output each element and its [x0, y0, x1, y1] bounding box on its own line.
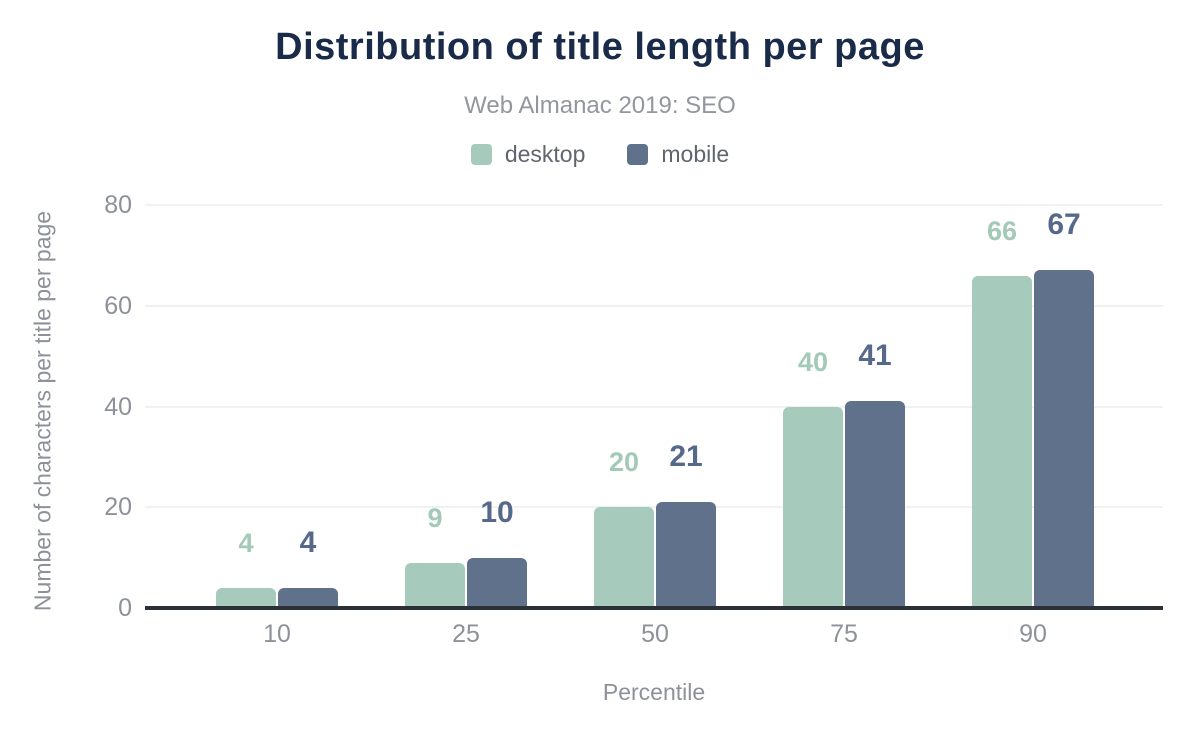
bar-mobile-p75	[845, 401, 905, 608]
y-tick-label: 80	[104, 191, 132, 219]
bar-value-mobile-p90: 67	[1047, 208, 1081, 242]
chart-title: Distribution of title length per page	[275, 26, 925, 68]
bar-value-desktop-p75: 40	[797, 346, 829, 377]
bar-value-mobile-p75: 41	[858, 339, 892, 373]
bar-mobile-p25	[467, 557, 527, 608]
bar-value-desktop-p50: 20	[608, 447, 640, 478]
gridline-y80	[145, 204, 1163, 206]
x-tick-label: 50	[641, 620, 669, 648]
bar-desktop-p25	[405, 562, 465, 608]
legend: desktop mobile	[0, 141, 1200, 168]
bar-value-desktop-p10: 4	[238, 527, 254, 558]
x-axis-title: Percentile	[602, 679, 706, 705]
y-tick-label: 20	[104, 493, 132, 522]
legend-label-mobile: mobile	[661, 141, 730, 167]
bar-desktop-p50	[594, 507, 654, 608]
y-tick-label: 40	[104, 392, 132, 421]
bar-mobile-p10	[278, 587, 338, 608]
bar-value-mobile-p50: 21	[669, 440, 703, 474]
bar-mobile-p90	[1034, 270, 1094, 608]
legend-item-mobile: mobile	[627, 141, 729, 168]
gridline-y20	[145, 506, 1163, 509]
gridline-y60	[145, 304, 1163, 307]
legend-label-desktop: desktop	[504, 141, 586, 167]
bar-mobile-p50	[656, 502, 716, 608]
bar-value-mobile-p10: 4	[299, 525, 317, 559]
legend-item-desktop: desktop	[470, 141, 586, 168]
legend-swatch-desktop	[470, 144, 492, 165]
bar-value-mobile-p25: 10	[480, 495, 514, 529]
bar-value-desktop-p90: 66	[986, 215, 1018, 246]
x-axis-line	[145, 606, 1163, 610]
chart-subtitle: Web Almanac 2019: SEO	[464, 92, 736, 119]
gridline-y40	[145, 405, 1163, 408]
bar-value-desktop-p25: 9	[427, 502, 443, 533]
x-tick-label: 90	[1019, 620, 1047, 648]
x-tick-label: 75	[830, 620, 858, 648]
legend-swatch-mobile	[627, 144, 649, 165]
y-tick-label: 0	[118, 594, 132, 622]
bar-desktop-p75	[783, 406, 843, 608]
x-tick-label: 25	[452, 620, 480, 648]
bar-desktop-p10	[216, 587, 276, 608]
bar-desktop-p90	[972, 275, 1032, 608]
x-tick-label: 10	[263, 620, 291, 648]
y-tick-label: 60	[104, 291, 132, 320]
